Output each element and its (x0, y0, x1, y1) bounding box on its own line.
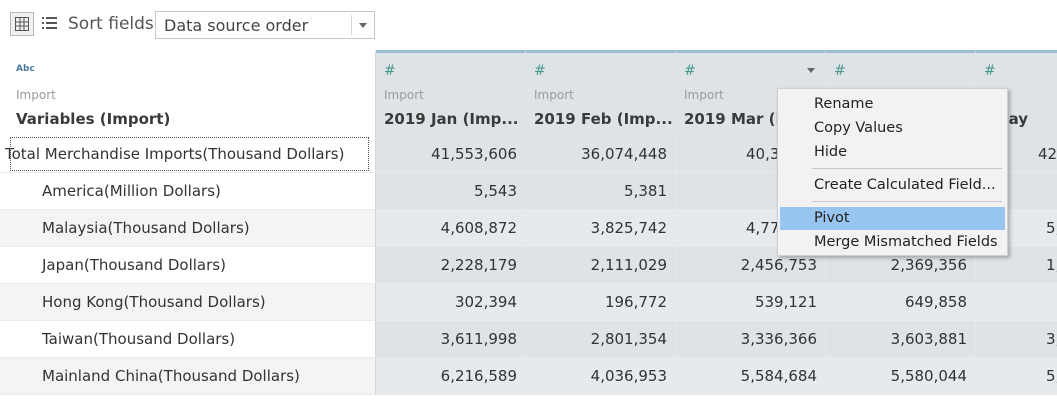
table-cell[interactable]: 5,543 (376, 173, 526, 210)
column-source: Import (684, 88, 724, 102)
number-type-icon[interactable]: # (534, 63, 546, 79)
column-source: Import (16, 88, 56, 102)
column-name[interactable]: 2019 Jan (Imp... (384, 110, 519, 128)
data-grid: Abc Import Variables (Import) # Import 2… (0, 50, 1057, 417)
row-label[interactable]: Japan(Thousand Dollars) (0, 247, 376, 284)
sort-order-select[interactable]: Data source order (155, 11, 375, 39)
row-label[interactable]: Mainland China(Thousand Dollars) (0, 358, 376, 395)
chevron-down-icon[interactable] (359, 23, 367, 28)
menu-item-pivot[interactable]: Pivot (780, 207, 1005, 230)
column-context-menu: Rename Copy Values Hide Create Calculate… (777, 88, 1008, 256)
column-header-variables[interactable]: Abc Import Variables (Import) (0, 50, 376, 136)
sort-fields-label: Sort fields (68, 14, 154, 34)
column-source: Import (384, 88, 424, 102)
column-header-2019-jan[interactable]: # Import 2019 Jan (Imp... (376, 50, 526, 136)
toolbar: Sort fields Data source order (0, 0, 1057, 50)
row-label[interactable]: Malaysia(Thousand Dollars) (0, 210, 376, 247)
table-cell[interactable]: 649,858 (826, 284, 976, 321)
table-cell[interactable]: 2,228,179 (376, 247, 526, 284)
table-row[interactable]: Mainland China(Thousand Dollars) 6,216,5… (0, 358, 1057, 395)
menu-item-rename[interactable]: Rename (814, 96, 874, 112)
select-divider (351, 15, 352, 35)
table-row[interactable]: Hong Kong(Thousand Dollars) 302,394 196,… (0, 284, 1057, 321)
table-cell[interactable]: 539,121 (676, 284, 826, 321)
table-cell[interactable]: 3,825,742 (526, 210, 676, 247)
table-row[interactable]: Malaysia(Thousand Dollars) 4,608,872 3,8… (0, 210, 1057, 247)
list-view-icon[interactable] (38, 12, 62, 36)
table-cell[interactable]: 5,381 (526, 173, 676, 210)
table-cell[interactable]: 5, (976, 358, 1057, 395)
row-label[interactable]: Total Merchandise Imports(Thousand Dolla… (0, 136, 376, 173)
table-cell[interactable] (976, 284, 1057, 321)
table-cell[interactable]: 302,394 (376, 284, 526, 321)
menu-item-hide[interactable]: Hide (814, 144, 848, 160)
table-cell[interactable]: 3,611,998 (376, 321, 526, 358)
grid-view-icon[interactable] (10, 12, 34, 36)
table-row[interactable]: Japan(Thousand Dollars) 2,228,179 2,111,… (0, 247, 1057, 284)
menu-item-create-calculated-field[interactable]: Create Calculated Field... (814, 177, 996, 193)
menu-item-merge-mismatched-fields[interactable]: Merge Mismatched Fields (814, 234, 998, 250)
table-cell[interactable]: 6,216,589 (376, 358, 526, 395)
table-cell[interactable]: 4,036,953 (526, 358, 676, 395)
menu-divider (812, 168, 1002, 169)
table-cell[interactable]: 5,580,044 (826, 358, 976, 395)
column-source: Import (534, 88, 574, 102)
row-label[interactable]: America(Million Dollars) (0, 173, 376, 210)
table-cell[interactable]: 36,074,448 (526, 136, 676, 173)
table-cell[interactable]: 196,772 (526, 284, 676, 321)
string-type-icon[interactable]: Abc (16, 64, 35, 74)
table-cell[interactable]: 41,553,606 (376, 136, 526, 173)
table-row[interactable]: Taiwan(Thousand Dollars) 3,611,998 2,801… (0, 321, 1057, 358)
table-cell[interactable]: 5,584,684 (676, 358, 826, 395)
menu-divider (812, 201, 1002, 202)
row-label[interactable]: Hong Kong(Thousand Dollars) (0, 284, 376, 321)
column-menu-dropdown-icon[interactable] (807, 68, 815, 73)
table-cell[interactable]: 4,608,872 (376, 210, 526, 247)
row-label-text: Total Merchandise Imports(Thousand Dolla… (5, 145, 345, 163)
number-type-icon[interactable]: # (384, 63, 396, 79)
table-cell[interactable]: 2,801,354 (526, 321, 676, 358)
menu-item-copy-values[interactable]: Copy Values (814, 120, 903, 136)
row-label[interactable]: Taiwan(Thousand Dollars) (0, 321, 376, 358)
number-type-icon[interactable]: # (684, 63, 696, 79)
table-cell[interactable]: 2,111,029 (526, 247, 676, 284)
focus-outline (10, 137, 369, 171)
number-type-icon[interactable]: # (984, 63, 996, 79)
sort-order-value: Data source order (164, 16, 309, 35)
table-cell[interactable]: 3, (976, 321, 1057, 358)
table-cell[interactable]: 3,336,366 (676, 321, 826, 358)
column-name[interactable]: 2019 Feb (Imp... (534, 110, 673, 128)
column-name[interactable]: Variables (Import) (16, 110, 171, 128)
table-cell[interactable]: 3,603,881 (826, 321, 976, 358)
column-name[interactable]: 2019 Mar (Im (684, 110, 797, 128)
number-type-icon[interactable]: # (834, 63, 846, 79)
column-header-2019-feb[interactable]: # Import 2019 Feb (Imp... (526, 50, 676, 136)
